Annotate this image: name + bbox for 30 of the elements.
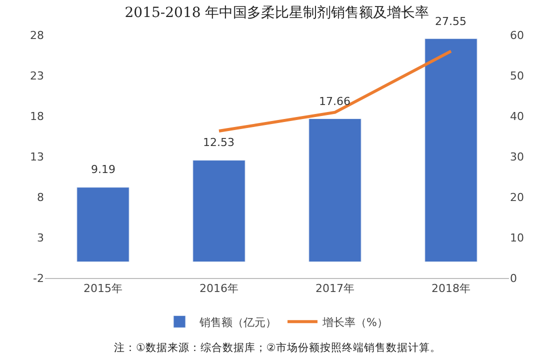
y-tick-label: 23 [30,69,44,82]
y-tick-label: 13 [30,150,44,164]
y2-tick-label: 40 [510,110,524,123]
chart-title: 2015-2018 年中国多柔比星制剂销售额及增长率 [124,4,430,21]
y-tick-label: 3 [37,231,44,244]
y2-tick-label: 30 [510,150,524,164]
y-tick-label: 8 [37,190,44,204]
y2-tick-label: 20 [510,190,524,204]
x-tick-label: 2016年 [200,282,238,296]
data-label: 9.19 [91,163,116,176]
data-label: 17.66 [319,95,350,108]
bar [192,160,246,262]
data-label: 12.53 [203,136,234,149]
legend-label: 销售额（亿元） [198,316,276,329]
y2-tick-label: 0 [510,272,517,285]
x-tick-label: 2017年 [316,282,354,296]
x-tick-label: 2018年 [432,282,470,296]
text: 注：①数据来源：综合数据库；②市场份额按照终端销售数据计算。 [114,341,441,354]
y2-tick-label: 10 [510,231,524,244]
legend-label: 增长率（%） [322,316,388,329]
bar [76,187,130,262]
x-tick-label: 2015年 [84,282,122,296]
y-tick-label: -2 [33,272,44,285]
bar [424,38,478,262]
data-label: 27.55 [435,15,466,28]
y2-tick-label: 60 [510,28,524,42]
y-tick-label: 28 [30,28,44,42]
y2-tick-label: 50 [510,69,524,82]
y-tick-label: 18 [30,110,44,123]
bar [308,118,362,262]
